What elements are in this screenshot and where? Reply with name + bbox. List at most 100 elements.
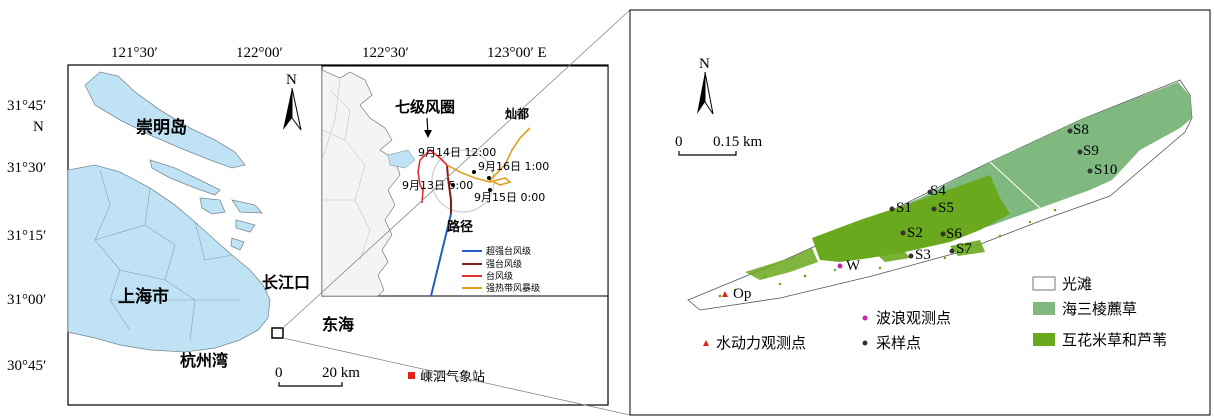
- sample-point-s1: [889, 206, 895, 212]
- legend-wave-label: 波浪观测点: [876, 309, 951, 327]
- sample-point-s8: [1067, 128, 1073, 134]
- main-scale-zero: 0: [275, 365, 283, 381]
- lon-tick-1: 121°30′: [111, 45, 158, 61]
- wind-circle-pointer-icon: [424, 130, 432, 138]
- changxing-island: [149, 159, 221, 196]
- spartina-zone: [812, 175, 1010, 262]
- inset-chongming: [387, 149, 416, 169]
- lon-tick-2: 122°00′: [236, 45, 283, 61]
- chongming-label: 崇明岛: [136, 117, 187, 138]
- lat-tick-2: 31°30′: [7, 160, 46, 176]
- main-north-arrow-left-icon: [283, 88, 292, 130]
- legend-flat-label: 光滩: [1062, 275, 1092, 293]
- legend-label-4: 强热带风暴级: [486, 282, 540, 294]
- station-icon: [408, 372, 415, 379]
- legend-sample-icon: [862, 340, 868, 346]
- lon-tick-4: 123°00′ E: [487, 45, 547, 61]
- legend-label-2: 强台风级: [486, 258, 522, 270]
- main-north-arrow-right-icon: [291, 87, 302, 131]
- sample-point-s4: [927, 189, 933, 195]
- spartina-patch-1: [745, 248, 818, 280]
- detail-scale-bar: 0 0.15 km: [675, 134, 763, 156]
- shoal-3: [230, 237, 245, 251]
- spartina-patch-2: [872, 246, 910, 262]
- inset-coastline: [321, 69, 401, 297]
- sample-label-s8: S8: [1073, 122, 1089, 138]
- spartina-specks: [718, 208, 1057, 298]
- hangzhouwan-label: 杭州湾: [180, 351, 228, 370]
- legend-sample-label: 采样点: [876, 334, 921, 352]
- spartina-patch-3: [950, 240, 985, 256]
- chongming-island: [84, 71, 246, 169]
- district-lines: [94, 169, 240, 341]
- scirpus-gap: [989, 161, 1041, 209]
- path-strong-typhoon: [446, 164, 452, 214]
- detail-scale-zero: 0: [675, 134, 683, 150]
- detail-legend: 波浪观测点 水动力观测点 采样点 光滩 海三棱藨草 互花米草和芦苇: [703, 275, 1167, 352]
- detail-map: S1 S2 S3 S4 S5 S6 S7 S8 S9 S10 W Op: [629, 9, 1211, 416]
- hydro-point-label: Op: [733, 286, 751, 302]
- study-area-box: [271, 327, 284, 339]
- detail-north-arrow-right-icon: [704, 71, 714, 115]
- sample-point-s5: [931, 206, 937, 212]
- path-label: 路径: [447, 219, 473, 235]
- connector-top: [282, 9, 631, 329]
- wave-point-label: W: [846, 258, 861, 274]
- legend-hydro-label: 水动力观测点: [716, 334, 806, 352]
- donghai-label: 东海: [322, 315, 354, 334]
- lat-tick-4: 31°00′: [7, 292, 46, 308]
- sample-label-s4: S4: [930, 183, 946, 199]
- sample-point-s6: [940, 231, 946, 237]
- detail-north-label: N: [699, 56, 710, 72]
- shoal-2: [235, 219, 256, 233]
- sample-label-s3: S3: [915, 247, 931, 263]
- shanghai-land: [67, 164, 271, 353]
- time-label-3: 9月13日 5:00: [402, 179, 473, 192]
- legend-wave-icon: [862, 315, 868, 321]
- station-legend-label: 嵊泗气象站: [420, 369, 485, 385]
- inset-boundaries: [321, 79, 371, 261]
- main-north-arrow: N: [283, 72, 302, 131]
- sample-label-s10: S10: [1094, 162, 1117, 178]
- connector-bottom: [282, 337, 631, 416]
- changjiangkou-label: 长江口: [262, 273, 310, 292]
- wave-point: [837, 263, 843, 269]
- sample-label-s7: S7: [956, 241, 972, 257]
- detail-scale-dist: 0.15 km: [713, 134, 763, 150]
- lat-hemisphere: N: [33, 119, 44, 135]
- legend-scirpus-label: 海三棱藨草: [1062, 300, 1137, 318]
- detail-north-arrow-left-icon: [697, 72, 705, 114]
- sample-point-s2: [900, 230, 906, 236]
- time-label-1: 9月14日 12:00: [418, 146, 496, 159]
- sample-label-s1: S1: [896, 200, 912, 216]
- inset-map: 七级风圈 灿都 9月14日 12:00 9月16日 1:00 9月13日 5:0…: [321, 65, 609, 297]
- wind-circle-label: 七级风圈: [395, 98, 455, 116]
- sample-points: S1 S2 S3 S4 S5 S6 S7 S8 S9 S10 W Op: [722, 122, 1117, 302]
- legend-label-3: 台风级: [486, 270, 513, 282]
- inset-legend: 超强台风级 强台风级 台风级 强热带风暴级: [462, 245, 540, 294]
- sample-point-s9: [1077, 149, 1083, 155]
- path-super-typhoon: [430, 213, 452, 297]
- legend-flat-swatch: [1032, 276, 1056, 291]
- time-label-2: 9月16日 1:00: [478, 160, 549, 173]
- graticule-labels: 121°30′ 122°00′ 122°30′ 123°00′ E 31°45′…: [7, 45, 547, 374]
- legend-hydro-icon: [703, 340, 709, 346]
- sample-label-s9: S9: [1083, 143, 1099, 159]
- main-scale-bar: 0 20 km: [275, 365, 360, 387]
- sample-label-s5: S5: [938, 200, 954, 216]
- lat-tick-3: 31°15′: [7, 228, 46, 244]
- sample-point-s10: [1087, 168, 1093, 174]
- legend-label-1: 超强台风级: [486, 245, 531, 257]
- main-north-label: N: [286, 72, 297, 88]
- sample-label-s2: S2: [907, 225, 923, 241]
- lon-tick-3: 122°30′: [362, 45, 409, 61]
- main-scale-dist: 20 km: [322, 365, 360, 381]
- legend-scirpus-swatch: [1033, 302, 1055, 315]
- hengsha-island: [199, 197, 226, 215]
- shoal-1: [231, 199, 263, 214]
- lat-tick-1: 31°45′: [7, 98, 46, 114]
- sample-label-s6: S6: [946, 226, 962, 242]
- detail-north-arrow: N: [697, 56, 714, 115]
- lat-tick-5: 30°45′: [7, 358, 46, 374]
